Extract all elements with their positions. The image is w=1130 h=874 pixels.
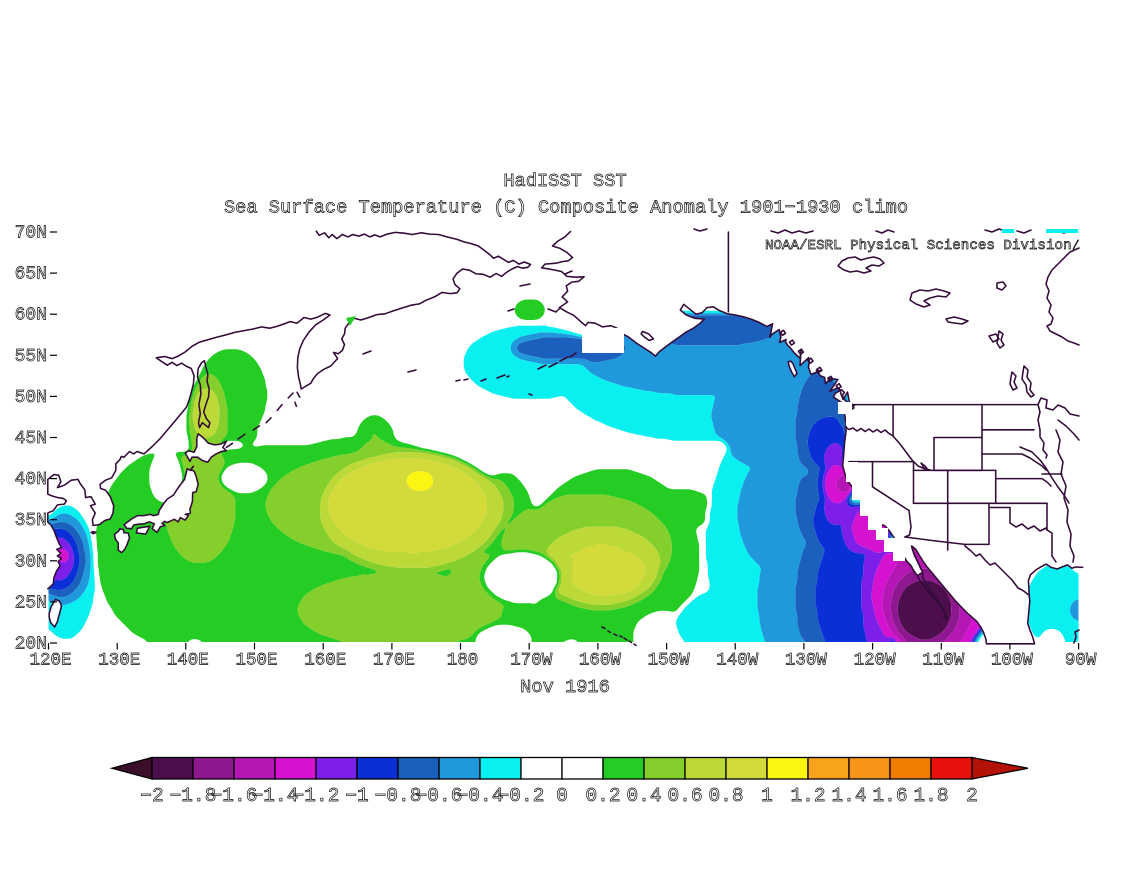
svg-text:160W: 160W (579, 651, 622, 671)
svg-text:110W: 110W (922, 651, 965, 671)
svg-text:180: 180 (447, 651, 479, 671)
svg-text:0.2: 0.2 (585, 785, 620, 807)
svg-text:90W: 90W (1065, 651, 1097, 671)
svg-text:−1.6: −1.6 (211, 785, 258, 807)
svg-text:130E: 130E (98, 651, 140, 671)
svg-text:1: 1 (761, 785, 773, 807)
svg-text:35N: 35N (15, 511, 47, 531)
svg-text:0: 0 (556, 785, 568, 807)
svg-text:0.4: 0.4 (626, 785, 661, 807)
svg-text:70N: 70N (15, 224, 47, 244)
svg-text:120W: 120W (854, 651, 897, 671)
svg-text:−0.2: −0.2 (498, 785, 545, 807)
svg-text:50N: 50N (15, 388, 47, 408)
svg-text:60N: 60N (15, 306, 47, 326)
svg-text:0.8: 0.8 (708, 785, 743, 807)
svg-text:−2: −2 (140, 785, 163, 807)
svg-text:1.6: 1.6 (872, 785, 907, 807)
svg-text:1.8: 1.8 (913, 785, 948, 807)
svg-text:−0.8: −0.8 (375, 785, 422, 807)
svg-text:1.4: 1.4 (831, 785, 866, 807)
svg-text:−1.2: −1.2 (293, 785, 340, 807)
svg-text:Sea Surface Temperature (C) Co: Sea Surface Temperature (C) Composite An… (224, 197, 908, 219)
svg-text:−1: −1 (345, 785, 368, 807)
svg-text:2: 2 (966, 785, 978, 807)
svg-text:HadISST SST: HadISST SST (503, 170, 626, 192)
svg-text:Nov 1916: Nov 1916 (520, 676, 610, 698)
svg-text:170W: 170W (510, 651, 553, 671)
svg-text:−0.4: −0.4 (457, 785, 504, 807)
svg-text:−1.8: −1.8 (170, 785, 217, 807)
svg-text:1.2: 1.2 (790, 785, 825, 807)
svg-text:150E: 150E (235, 651, 277, 671)
svg-text:140W: 140W (716, 651, 759, 671)
svg-text:−1.4: −1.4 (252, 785, 299, 807)
svg-text:20N: 20N (15, 635, 47, 655)
svg-text:30N: 30N (15, 552, 47, 572)
svg-text:100W: 100W (991, 651, 1034, 671)
svg-text:140E: 140E (167, 651, 209, 671)
svg-text:−0.6: −0.6 (416, 785, 463, 807)
svg-text:55N: 55N (15, 347, 47, 367)
svg-text:130W: 130W (785, 651, 828, 671)
svg-text:25N: 25N (15, 593, 47, 613)
svg-text:40N: 40N (15, 470, 47, 490)
svg-text:160E: 160E (304, 651, 346, 671)
svg-text:150W: 150W (648, 651, 691, 671)
svg-text:120E: 120E (29, 651, 71, 671)
svg-text:NOAA/ESRL Physical Sciences Di: NOAA/ESRL Physical Sciences Division⁄ (765, 238, 1080, 254)
svg-text:65N: 65N (15, 265, 47, 285)
svg-text:0.6: 0.6 (667, 785, 702, 807)
svg-text:45N: 45N (15, 429, 47, 449)
svg-text:170E: 170E (373, 651, 415, 671)
